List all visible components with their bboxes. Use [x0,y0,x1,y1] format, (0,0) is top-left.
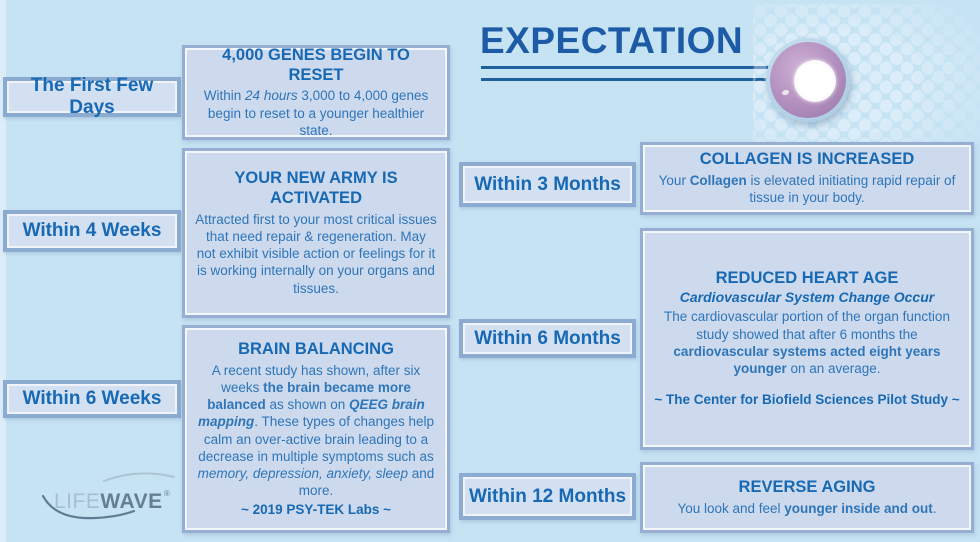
time-label-6-months: Within 6 Months [459,319,636,358]
card-body: A recent study has shown, after six week… [197,362,435,499]
card-body: You look and feel younger inside and out… [677,500,937,516]
lifewave-patch-image [766,38,850,122]
lifewave-logo-graphic: LIFEWAVE ® [41,472,175,520]
time-label-6-weeks: Within 6 Weeks [3,380,181,418]
time-label-first-few-days: The First Few Days [3,75,181,118]
card-heading: BRAIN BALANCING [238,339,394,358]
time-label-text: Within 6 Weeks [22,388,162,409]
card-heading: YOUR NEW ARMY IS ACTIVATED [234,169,398,207]
slide-left-edge-highlight [0,0,6,542]
card-new-army-activated: YOUR NEW ARMY IS ACTIVATED Attracted fir… [182,148,450,318]
time-label-4-weeks: Within 4 Weeks [3,210,181,252]
time-label-12-months: Within 12 Months [459,473,636,520]
time-label-text: Within 4 Weeks [22,220,162,241]
patch-highlight [781,88,790,97]
title-underline-bottom [481,78,830,81]
time-label-text: Within 3 Months [474,173,621,195]
patch-purple-ring [770,42,846,118]
time-label-text: The First Few Days [30,75,154,118]
card-brain-balancing: BRAIN BALANCING A recent study has shown… [182,325,450,533]
card-subheading: Cardiovascular System Change Occur [679,288,935,305]
card-genes-reset: 4,000 GENES BEGIN TO RESET Within 24 hou… [182,45,450,140]
card-body: Within 24 hours 3,000 to 4,000 genes beg… [203,88,429,138]
time-label-text: Within 6 Months [474,327,621,349]
svg-text:LIFEWAVE: LIFEWAVE [54,490,163,513]
time-label-3-months: Within 3 Months [459,162,636,207]
svg-text:®: ® [164,489,170,498]
card-body: Attracted first to your most critical is… [195,211,437,296]
card-reduced-heart-age: REDUCED HEART AGE Cardiovascular System … [640,228,974,450]
card-heading: REVERSE AGING [738,477,876,496]
card-collagen-increased: COLLAGEN IS INCREASED Your Collagen is e… [640,142,974,215]
card-source-citation: ~ The Center for Biofield Sciences Pilot… [654,392,960,408]
card-heading: 4,000 GENES BEGIN TO RESET [222,45,410,84]
page-title: EXPECTATION [480,20,744,61]
title-underline-top [481,66,830,69]
card-heading: REDUCED HEART AGE [715,269,899,288]
card-heading: COLLAGEN IS INCREASED [699,150,915,169]
card-source-citation: ~ 2019 PSY-TEK Labs ~ [240,501,392,517]
patch-white-center [794,60,836,102]
card-reverse-aging: REVERSE AGING You look and feel younger … [640,462,974,533]
card-body: The cardiovascular portion of the organ … [664,309,950,377]
time-label-text: Within 12 Months [468,485,627,507]
card-body: Your Collagen is elevated initiating rap… [658,173,956,206]
lifewave-logo: LIFEWAVE ® [40,466,180,530]
